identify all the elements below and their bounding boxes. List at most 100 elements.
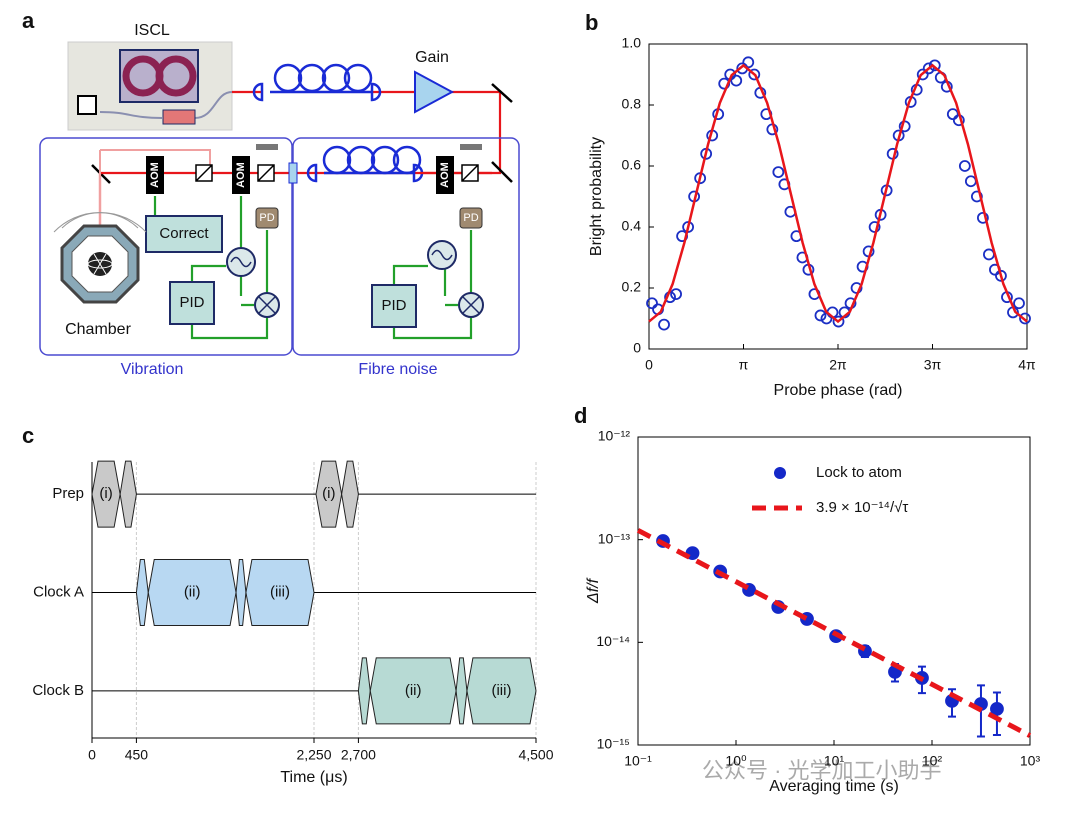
data-point	[868, 221, 881, 233]
data-point	[772, 166, 785, 179]
aom-label: AOM	[149, 162, 161, 188]
pulse-label: (i)	[99, 485, 112, 502]
pid-box	[371, 284, 417, 328]
x-tick-label: π	[739, 357, 749, 373]
legend-label: Lock to atom	[816, 464, 902, 481]
x-tick-label: 10⁻¹	[624, 753, 652, 769]
y-tick-label: 0.6	[622, 157, 642, 173]
pulse	[466, 657, 537, 725]
pulse-label: (iii)	[491, 682, 511, 699]
data-point	[832, 315, 845, 328]
data-point	[977, 211, 989, 224]
vibration-label: Vibration	[121, 361, 184, 378]
correct-label: Correct	[159, 225, 209, 242]
x-tick-label: 450	[125, 747, 149, 763]
y-axis-label: Bright probability	[588, 137, 605, 256]
data-point	[730, 74, 743, 87]
pulse	[135, 559, 149, 626]
chamber-label: Chamber	[65, 321, 131, 338]
y-tick-label: 10⁻¹²	[598, 428, 631, 444]
row-label: Clock A	[33, 583, 84, 600]
fibre-frame	[292, 137, 520, 356]
panel-a: a ISCL Gain AOM AOM AOM Correct PD PD PI…	[22, 8, 520, 378]
aom-label: AOM	[235, 162, 247, 188]
panel-label: c	[22, 423, 34, 448]
fibre-coil	[370, 145, 400, 175]
x-tick-label: 10¹	[824, 753, 845, 769]
pulse-label: (ii)	[184, 583, 201, 600]
pulse-label: (ii)	[405, 682, 422, 699]
pid-label: PID	[381, 297, 406, 314]
mixer-cross	[462, 296, 480, 314]
oscillator-wave	[230, 256, 252, 268]
pulse	[235, 559, 247, 626]
pulse	[455, 657, 468, 725]
x-axis-label: Averaging time (s)	[769, 778, 899, 795]
data-point	[742, 56, 755, 69]
correct-box	[145, 215, 223, 253]
retro-reflector	[460, 144, 482, 150]
fit-line	[636, 528, 1032, 738]
x-tick-label: 10³	[1020, 753, 1041, 769]
ring	[155, 55, 197, 97]
x-tick-label: 10²	[922, 753, 943, 769]
pulse	[341, 460, 359, 528]
fibre-connector	[306, 163, 424, 183]
fibre-coupler	[288, 162, 298, 184]
data-point	[1019, 312, 1031, 325]
pid-box	[169, 281, 215, 325]
axis-line	[91, 462, 536, 739]
fibre-coil	[343, 63, 373, 93]
y-tick-label: 10⁻¹⁴	[596, 633, 630, 649]
y-tick-label: 0	[633, 340, 641, 356]
data-point	[958, 160, 971, 172]
gain-chip	[77, 95, 97, 115]
pulse-label: (i)	[322, 485, 335, 502]
x-tick-label: 0	[645, 357, 653, 373]
heater	[162, 109, 196, 125]
gain-label: Gain	[415, 49, 449, 66]
x-axis-label: Time (μs)	[280, 769, 347, 786]
legend-label: 3.9 × 10⁻¹⁴/√τ	[816, 499, 908, 516]
x-tick-label: 0	[88, 747, 96, 763]
x-tick-label: 10⁰	[725, 753, 747, 769]
atom-orbit	[87, 253, 113, 275]
panel-label: d	[574, 403, 587, 428]
fibre-connector	[252, 82, 382, 102]
pd-label: PD	[259, 212, 274, 224]
y-tick-label: 0.8	[622, 96, 642, 112]
data-point	[928, 59, 941, 72]
y-tick-label: 10⁻¹³	[598, 530, 631, 546]
fibre-coil	[273, 63, 303, 93]
pulse	[357, 657, 371, 725]
aom	[146, 156, 164, 194]
fibre-coil	[322, 145, 352, 175]
pulse-label: (iii)	[270, 583, 290, 600]
pulse	[245, 559, 315, 626]
aom	[436, 156, 454, 194]
row-label: Prep	[52, 485, 84, 502]
fibre-noise-label: Fibre noise	[358, 361, 437, 378]
y-tick-label: 1.0	[622, 35, 642, 51]
data-point	[1013, 297, 1025, 310]
y-tick-label: 0.2	[622, 279, 642, 295]
fibre-coil	[321, 63, 351, 93]
pd-label: PD	[463, 212, 478, 224]
row-label: Clock B	[32, 682, 84, 699]
data-point	[646, 297, 658, 310]
fibre-coil	[346, 145, 376, 175]
data-point	[964, 175, 977, 188]
fibre-coil	[392, 145, 422, 175]
y-tick-label: 10⁻¹⁵	[597, 736, 630, 752]
data-point	[970, 190, 983, 203]
data-point	[916, 68, 929, 81]
x-tick-label: 2π	[829, 357, 847, 373]
data-point	[658, 318, 670, 331]
panel-label: a	[22, 8, 35, 33]
x-tick-label: 2,250	[296, 747, 331, 763]
plot-frame	[648, 43, 1028, 350]
fibre-coil	[297, 63, 327, 93]
photodiode	[255, 207, 279, 229]
waveguide	[99, 91, 233, 119]
